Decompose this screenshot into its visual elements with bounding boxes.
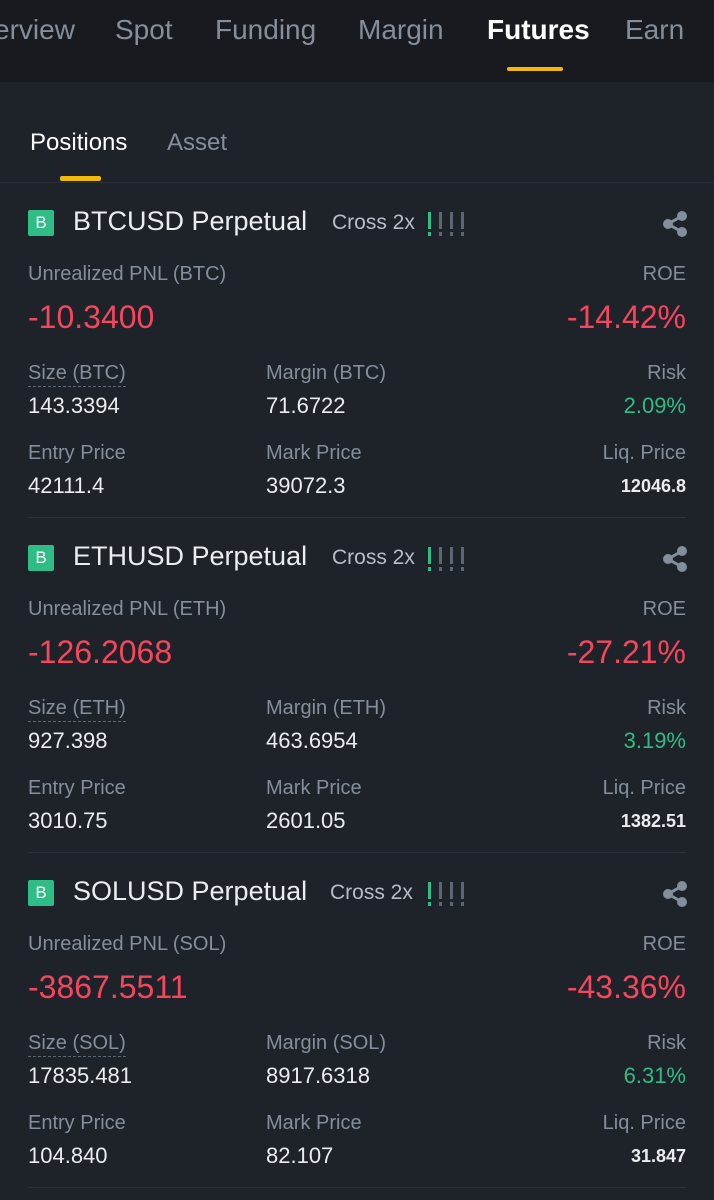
tab-overview[interactable]: erview (0, 14, 75, 45)
pnl-label: Unrealized PNL (SOL) (28, 933, 227, 955)
active-tab-indicator (507, 67, 563, 71)
mark-price-label: Mark Price (266, 1112, 362, 1134)
risk-value: 3.19% (623, 728, 686, 753)
tab-margin[interactable]: Margin (358, 14, 444, 45)
tab-spot[interactable]: Spot (115, 14, 173, 45)
mark-price-label: Mark Price (266, 777, 362, 799)
roe-label: ROE (642, 263, 686, 285)
entry-price-label: Entry Price (28, 1112, 126, 1134)
margin-mode: Cross 2x (330, 881, 413, 904)
liq-price-label: Liq. Price (602, 442, 686, 464)
risk-value: 6.31% (623, 1063, 686, 1088)
entry-price-label: Entry Price (28, 777, 126, 799)
position-card-sol: B SOLUSD Perpetual Cross 2x Unrealized P… (0, 853, 714, 1188)
size-label[interactable]: Size (ETH) (28, 697, 126, 722)
side-badge: B (28, 880, 54, 906)
liq-price-value: 31.847 (630, 1146, 686, 1166)
tab-futures[interactable]: Futures (487, 14, 590, 45)
tab-asset[interactable]: Asset (167, 129, 228, 156)
margin-mode: Cross 2x (332, 211, 415, 234)
liq-price-value: 12046.8 (620, 476, 686, 496)
liq-price-value: 1382.51 (620, 811, 686, 831)
size-value: 17835.481 (28, 1063, 132, 1088)
risk-label: Risk (647, 362, 686, 384)
entry-price-value: 42111.4 (28, 473, 105, 498)
pnl-label: Unrealized PNL (ETH) (28, 598, 227, 620)
pnl-label: Unrealized PNL (BTC) (28, 263, 227, 285)
size-value: 143.3394 (28, 393, 120, 418)
risk-label: Risk (647, 1032, 686, 1054)
roe-value: -43.36% (566, 969, 686, 1005)
card-divider (28, 1187, 686, 1188)
tab-earn[interactable]: Earn (625, 14, 685, 45)
risk-level-icon (428, 212, 464, 236)
mark-price-value: 39072.3 (266, 473, 346, 498)
pnl-value: -126.2068 (28, 634, 173, 670)
position-symbol[interactable]: ETHUSD Perpetual (73, 541, 308, 571)
size-value: 927.398 (28, 728, 108, 753)
entry-price-value: 3010.75 (28, 808, 108, 833)
liq-price-label: Liq. Price (602, 1112, 686, 1134)
pnl-value: -10.3400 (28, 299, 155, 335)
sub-tabs: Positions Asset (0, 82, 714, 183)
mark-price-value: 82.107 (266, 1143, 334, 1168)
roe-value: -14.42% (566, 299, 686, 335)
side-badge: B (28, 545, 54, 571)
position-card-eth: B ETHUSD Perpetual Cross 2x Unrealized P… (0, 518, 714, 853)
liq-price-label: Liq. Price (602, 777, 686, 799)
share-icon[interactable] (660, 209, 690, 239)
size-label[interactable]: Size (SOL) (28, 1032, 126, 1057)
card-divider (28, 517, 686, 518)
margin-value: 71.6722 (266, 393, 346, 418)
mark-price-value: 2601.05 (266, 808, 346, 833)
entry-price-value: 104.840 (28, 1143, 108, 1168)
margin-value: 8917.6318 (266, 1063, 370, 1088)
risk-value: 2.09% (623, 393, 686, 418)
risk-level-icon (428, 547, 464, 571)
risk-level-icon (428, 882, 464, 906)
size-label[interactable]: Size (BTC) (28, 362, 126, 387)
share-icon[interactable] (660, 544, 690, 574)
side-badge: B (28, 210, 54, 236)
roe-label: ROE (642, 598, 686, 620)
margin-mode: Cross 2x (332, 546, 415, 569)
margin-label: Margin (ETH) (266, 697, 387, 719)
pnl-value: -3867.5511 (28, 969, 188, 1005)
risk-label: Risk (647, 697, 686, 719)
roe-value: -27.21% (566, 634, 686, 670)
position-symbol[interactable]: SOLUSD Perpetual (73, 876, 308, 906)
card-divider (28, 852, 686, 853)
roe-label: ROE (642, 933, 686, 955)
top-navigation: erview Spot Funding Margin Futures Earn (0, 0, 714, 82)
tab-positions[interactable]: Positions (30, 129, 128, 156)
active-subtab-indicator (60, 176, 101, 181)
entry-price-label: Entry Price (28, 442, 126, 464)
margin-label: Margin (BTC) (266, 362, 387, 384)
tab-funding[interactable]: Funding (215, 14, 317, 45)
position-card-btc: B BTCUSD Perpetual Cross 2x Unrealized P… (0, 183, 714, 518)
position-symbol[interactable]: BTCUSD Perpetual (73, 206, 308, 236)
mark-price-label: Mark Price (266, 442, 362, 464)
margin-label: Margin (SOL) (266, 1032, 387, 1054)
margin-value: 463.6954 (266, 728, 358, 753)
share-icon[interactable] (660, 879, 690, 909)
